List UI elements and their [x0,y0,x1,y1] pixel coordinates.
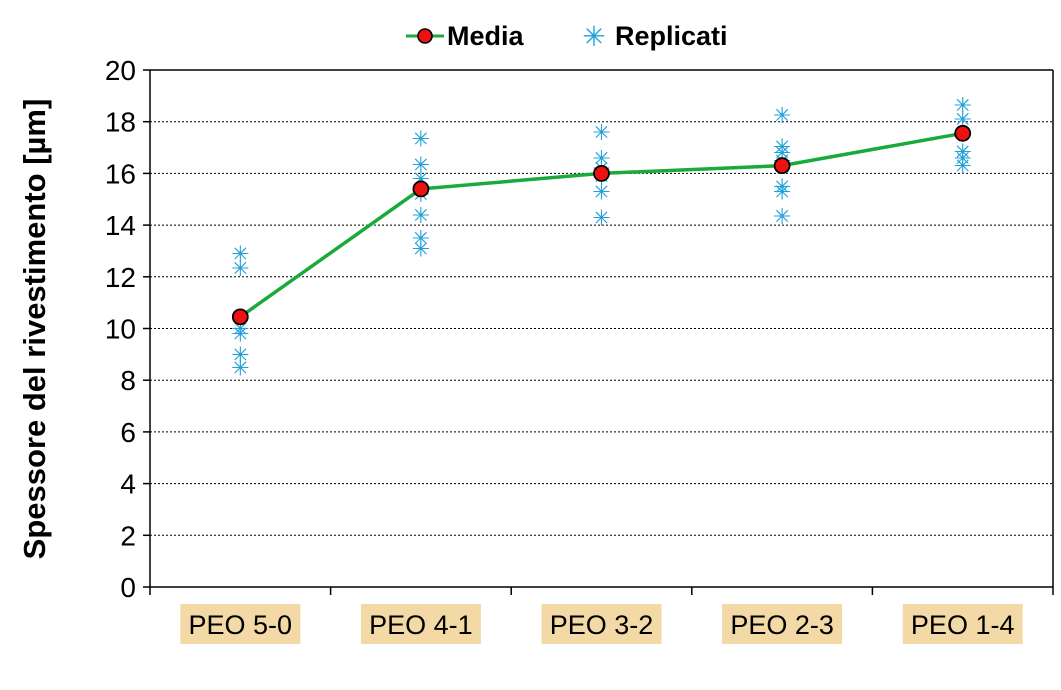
y-tick-label-2: 2 [120,520,136,551]
y-tick-label-12: 12 [105,262,136,293]
y-tick-label-0: 0 [120,572,136,603]
x-tick-label-bg-2 [541,604,662,644]
x-tick-label-0: PEO 5-0 [189,610,293,640]
replicate-point-3-5: ✳ [773,179,791,204]
replicate-point-1-0: ✳ [412,127,430,152]
media-point-2 [593,164,610,182]
replicate-point-2-0: ✳ [592,120,610,145]
replicate-point-4-4: ✳ [953,154,971,179]
replicate-point-0-0: ✳ [231,242,249,267]
replicate-point-1-6: ✳ [412,236,430,261]
x-tick-labels: PEO 5-0 PEO 4-1 PEO 3-2 PEO 2-3 PEO 1-4 [180,604,1023,644]
axes [143,69,1054,595]
x-tick-label-4: PEO 1-4 [911,610,1015,640]
legend-replicati-marker: ✳ [582,21,605,52]
replicati-series: ✳✳✳✳✳✳✳✳✳✳✳✳✳✳✳✳✳✳✳✳✳✳✳✳✳✳✳✳✳✳✳ [231,93,972,380]
replicate-point-3-1: ✳ [773,134,791,159]
replicate-point-4-0: ✳ [953,93,971,118]
y-tick-labels: 0 2 4 6 8 10 12 14 16 18 20 [105,55,136,603]
replicate-point-4-3: ✳ [953,146,971,171]
replicate-point-0-1: ✳ [231,256,249,281]
replicate-point-4-1: ✳ [953,107,971,132]
y-tick-label-10: 10 [105,314,136,345]
y-tick-label-8: 8 [120,365,136,396]
x-tick-label-bg-0 [180,604,301,644]
replicate-point-0-4: ✳ [231,342,249,367]
replicate-point-0-3: ✳ [231,322,249,347]
replicate-point-0-5: ✳ [231,355,249,380]
replicate-point-1-5: ✳ [412,226,430,251]
replicate-point-2-5: ✳ [592,205,610,230]
legend-replicati-label: Replicati [615,21,728,51]
replicate-point-3-4: ✳ [773,174,791,199]
replicate-point-1-4: ✳ [412,203,430,228]
y-tick-label-20: 20 [105,55,136,86]
y-tick-label-4: 4 [120,469,136,500]
y-tick-label-14: 14 [105,210,136,241]
x-tick-label-bg-1 [360,604,481,644]
legend-media-marker [417,28,433,44]
media-series [231,124,972,326]
replicate-point-2-1: ✳ [592,146,610,171]
y-tick-label-16: 16 [105,158,136,189]
x-tick-label-2: PEO 3-2 [550,610,654,640]
replicate-point-2-4: ✳ [592,179,610,204]
replicate-point-4-2: ✳ [953,139,971,164]
replicate-point-3-6: ✳ [773,204,791,229]
media-point-0 [231,308,249,326]
replicate-point-3-0: ✳ [773,103,791,128]
x-tick-label-1: PEO 4-1 [369,610,473,640]
y-axis-title: Spessore del rivestimento [µm] [17,99,52,560]
y-tick-label-18: 18 [105,107,136,138]
x-tick-label-bg-3 [722,604,843,644]
media-point-3 [773,157,791,175]
replicate-point-1-1: ✳ [412,152,430,177]
x-tick-label-bg-4 [902,604,1023,644]
media-point-1 [412,180,430,198]
legend-media-label: Media [447,21,525,51]
x-tick-label-3: PEO 2-3 [730,610,834,640]
y-tick-label-6: 6 [120,417,136,448]
media-point-4 [954,124,972,142]
legend: Media ✳ Replicati [406,21,728,52]
